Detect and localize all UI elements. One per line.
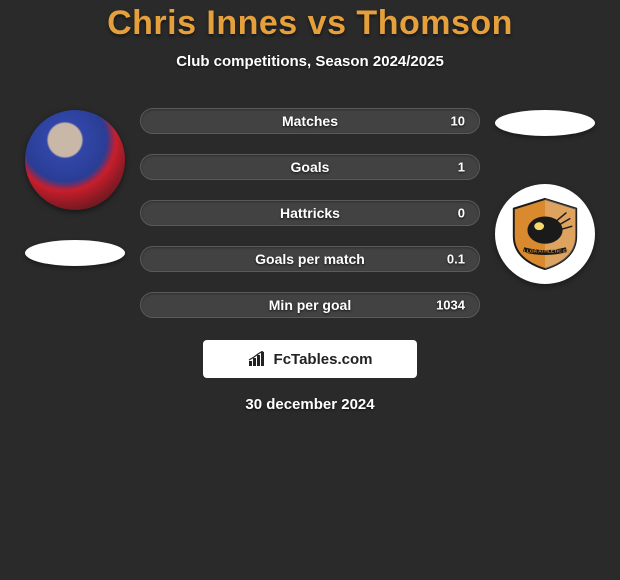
player1-flag-oval (25, 240, 125, 266)
brand-text: FcTables.com (274, 351, 373, 368)
comparison-card: Chris Innes vs Thomson Club competitions… (0, 0, 620, 413)
page-title: Chris Innes vs Thomson (0, 4, 620, 43)
svg-text:ALLOA ATHLETIC FC: ALLOA ATHLETIC FC (520, 249, 570, 255)
stat-value-right: 0 (458, 206, 465, 221)
stat-row-hattricks: Hattricks 0 (140, 200, 480, 226)
stat-label: Min per goal (269, 297, 351, 313)
player1-avatar (25, 110, 125, 210)
bar-chart-icon (248, 351, 268, 367)
stat-row-matches: Matches 10 (140, 108, 480, 134)
stat-label: Matches (282, 113, 338, 129)
stat-value-right: 0.1 (447, 252, 465, 267)
stat-value-right: 1034 (436, 298, 465, 313)
stat-value-right: 10 (451, 114, 465, 129)
brand-footer[interactable]: FcTables.com (203, 340, 417, 378)
left-player-col (20, 108, 140, 266)
stat-label: Hattricks (280, 205, 340, 221)
stat-value-right: 1 (458, 160, 465, 175)
stat-row-goals: Goals 1 (140, 154, 480, 180)
stat-label: Goals per match (255, 251, 365, 267)
stat-row-min-per-goal: Min per goal 1034 (140, 292, 480, 318)
club-badge-icon: ALLOA ATHLETIC FC (506, 195, 584, 273)
right-player-col: ALLOA ATHLETIC FC (480, 108, 600, 284)
stat-label: Goals (291, 159, 330, 175)
stat-row-goals-per-match: Goals per match 0.1 (140, 246, 480, 272)
player2-avatar: ALLOA ATHLETIC FC (495, 184, 595, 284)
subtitle: Club competitions, Season 2024/2025 (0, 53, 620, 70)
stats-column: Matches 10 Goals 1 Hattricks 0 Goals per… (140, 108, 480, 318)
main-row: Matches 10 Goals 1 Hattricks 0 Goals per… (0, 108, 620, 318)
player2-flag-oval (495, 110, 595, 136)
date-text: 30 december 2024 (0, 396, 620, 413)
